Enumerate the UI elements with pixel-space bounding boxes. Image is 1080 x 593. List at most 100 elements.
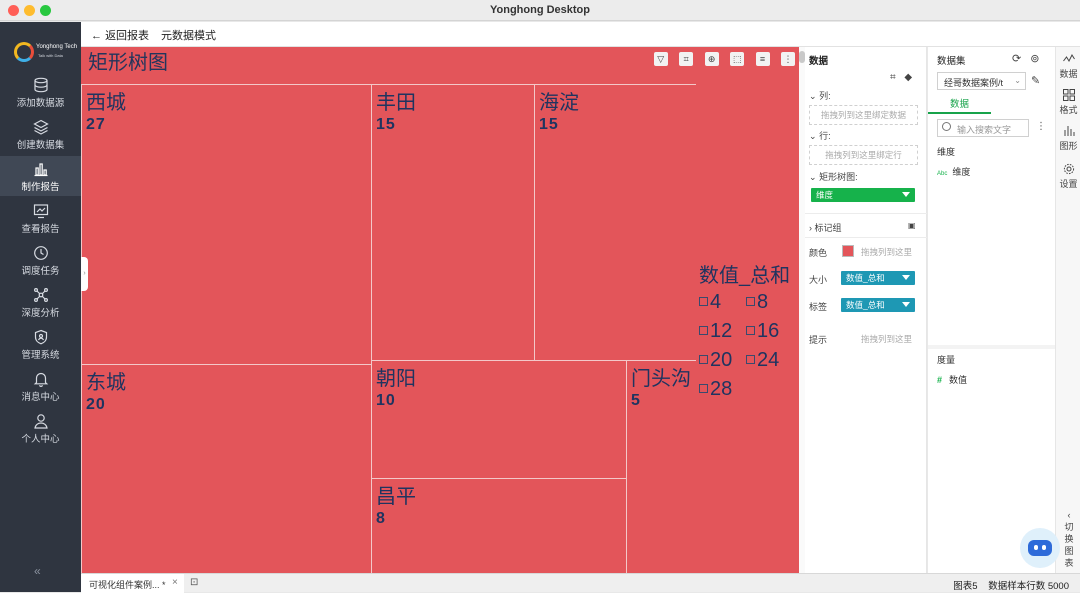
legend-item[interactable]: 20 [699,349,746,378]
label-measure-chip[interactable]: 数值_总和 [841,298,915,312]
marks-group-toggle[interactable]: › 标记组 [809,223,842,233]
treemap-value: 15 [539,116,559,133]
legend-item[interactable]: 28 [699,378,746,407]
binding-panel: 数据 ⌗ ◆ ⌄ 列: 拖拽列到这里绑定数据 ⌄ 行: 拖拽列到这里绑定行 ⌄ … [805,47,927,573]
eraser-icon[interactable]: ◆ [904,72,913,83]
arrow-left-icon: ← [91,30,102,42]
expand-panel-handle[interactable]: › [81,257,88,291]
divider [805,237,927,238]
bar-chart-icon [34,163,47,177]
marks-settings-icon[interactable]: ▣ [908,221,916,230]
metadata-mode-button[interactable]: 元数据模式 [161,30,216,42]
bars-icon [1064,126,1074,136]
crop-icon[interactable]: ⌗ [679,52,694,66]
refresh-icon[interactable]: ⟳ [1012,53,1022,65]
caret-down-icon[interactable] [902,275,910,280]
list-icon[interactable]: ≡ [755,52,770,66]
color-label: 颜色 [809,248,828,258]
collapse-sidebar-button[interactable]: « [34,564,41,578]
dataset-select[interactable]: 经哥数据案例/t ⌄ [937,72,1026,90]
legend-label: 4 [710,291,722,313]
monitor-chart-icon [33,204,48,219]
filter-icon[interactable]: ▽ [653,52,668,66]
rail-tab-data[interactable]: 数据 [1056,53,1080,80]
scrollbar-thumb[interactable] [799,51,805,63]
legend-item[interactable]: 12 [699,320,746,349]
sidebar-item-add-datasource[interactable]: 添加数据源 [0,72,81,112]
zoom-in-icon[interactable]: ⊕ [704,52,719,66]
sidebar-item-message-center[interactable]: 消息中心 [0,366,81,406]
title-bar: Yonghong Desktop [0,0,1080,21]
sidebar-item-deep-analysis[interactable]: 深度分析 [0,282,81,322]
back-label: 返回报表 [105,30,150,42]
close-tab-icon[interactable]: × [172,577,178,588]
treemap-rect[interactable]: 朝阳 10 [371,360,626,478]
report-tab[interactable]: 可视化组件案例... * × [81,574,184,593]
more-icon[interactable]: ⋮ [1036,121,1046,132]
add-tab-icon[interactable]: ⊡ [190,577,199,588]
assistant-robot-button[interactable] [1020,528,1060,568]
treemap-rect[interactable]: 丰田 15 [371,84,534,360]
logo-name: Yonghong Tech [36,44,78,50]
sidebar-item-view-report[interactable]: 查看报告 [0,198,81,238]
legend-item[interactable]: 8 [746,291,793,320]
report-topbar: ← 返回报表 元数据模式 [81,22,1080,47]
color-drop-zone[interactable]: 拖拽列到这里 [861,247,913,257]
treemap-label: 朝阳 [376,368,416,390]
size-measure-chip[interactable]: 数值_总和 [841,271,915,285]
columns-label[interactable]: ⌄ 列: [809,91,831,101]
dimension-field-item[interactable]: Abc 维度 [937,167,971,177]
rail-tab-format[interactable]: 格式 [1056,89,1080,116]
minimize-window-button[interactable] [24,5,35,16]
report-canvas[interactable]: 矩形树图 ▽ ⌗ ⊕ ⬚ ≡ ⋮ 西城 27 丰田 15 海淀 15 东城 20 朝阳 10 门头沟… [81,47,799,573]
network-icon [33,288,48,303]
link-icon[interactable]: ⊚ [1030,53,1040,65]
rows-drop-zone[interactable]: 拖拽列到这里绑定行 [809,145,918,165]
treemap-rect[interactable]: 东城 20 [81,364,371,573]
rail-tab-settings[interactable]: 设置 [1056,163,1080,190]
chevron-down-icon: ⌄ [809,172,817,182]
caret-down-icon[interactable] [902,192,910,197]
sidebar-item-personal-center[interactable]: 个人中心 [0,408,81,448]
rows-label[interactable]: ⌄ 行: [809,131,831,141]
treemap-binding-label[interactable]: ⌄ 矩形树图: [809,172,858,182]
back-to-report-button[interactable]: ← 返回报表 [91,27,149,43]
tab-data[interactable]: 数据 [928,96,991,114]
legend-item[interactable]: 4 [699,291,746,320]
rail-tab-graphics[interactable]: 图形 [1056,125,1080,152]
layers-icon [32,119,49,135]
field-search-input[interactable]: 输入搜索文字 [937,119,1029,137]
treemap-value: 15 [376,116,396,133]
caret-down-icon[interactable] [902,302,910,307]
treemap-rect[interactable]: 昌平 8 [371,478,626,573]
columns-drop-zone[interactable]: 拖拽列到这里绑定数据 [809,105,918,125]
more-icon[interactable]: ⋮ [781,52,795,66]
sidebar-item-label: 调度任务 [21,266,60,277]
maximize-window-button[interactable] [40,5,51,16]
sidebar-item-label: 个人中心 [21,434,60,445]
legend-item[interactable]: 24 [746,349,793,378]
panel-splitter[interactable] [928,345,1055,349]
close-window-button[interactable] [8,5,19,16]
treemap-rect[interactable]: 海淀 15 [534,84,696,360]
tooltip-drop-zone[interactable]: 拖拽列到这里 [861,334,913,344]
canvas-scrollbar[interactable] [799,47,805,573]
treemap-rect[interactable]: 西城 27 [81,84,371,364]
sidebar-item-make-report[interactable]: 制作报告 [0,156,81,196]
select-icon[interactable]: ⬚ [730,52,745,66]
sidebar-item-admin-system[interactable]: 管理系统 [0,324,81,364]
sidebar-item-schedule-task[interactable]: 调度任务 [0,240,81,280]
switch-chart-button[interactable]: ‹ 切换图表 [1064,510,1074,568]
crop-icon[interactable]: ⌗ [890,72,896,83]
color-swatch[interactable] [842,245,854,257]
sidebar-item-label: 深度分析 [21,308,60,319]
sidebar-item-create-dataset[interactable]: 创建数据集 [0,114,81,154]
robot-eye [1034,545,1038,550]
legend-item[interactable]: 16 [746,320,793,349]
treemap-rect[interactable]: 门头沟 5 [626,360,696,573]
treemap-label: 西城 [86,92,126,114]
treemap-dimension-chip[interactable]: 维度 [811,188,915,202]
measure-field-item[interactable]: # 数值 [937,375,968,385]
right-rail: 数据 格式 图形 设置 ‹ 切换图表 [1055,47,1080,573]
edit-dataset-icon[interactable]: ✎ [1031,75,1041,87]
